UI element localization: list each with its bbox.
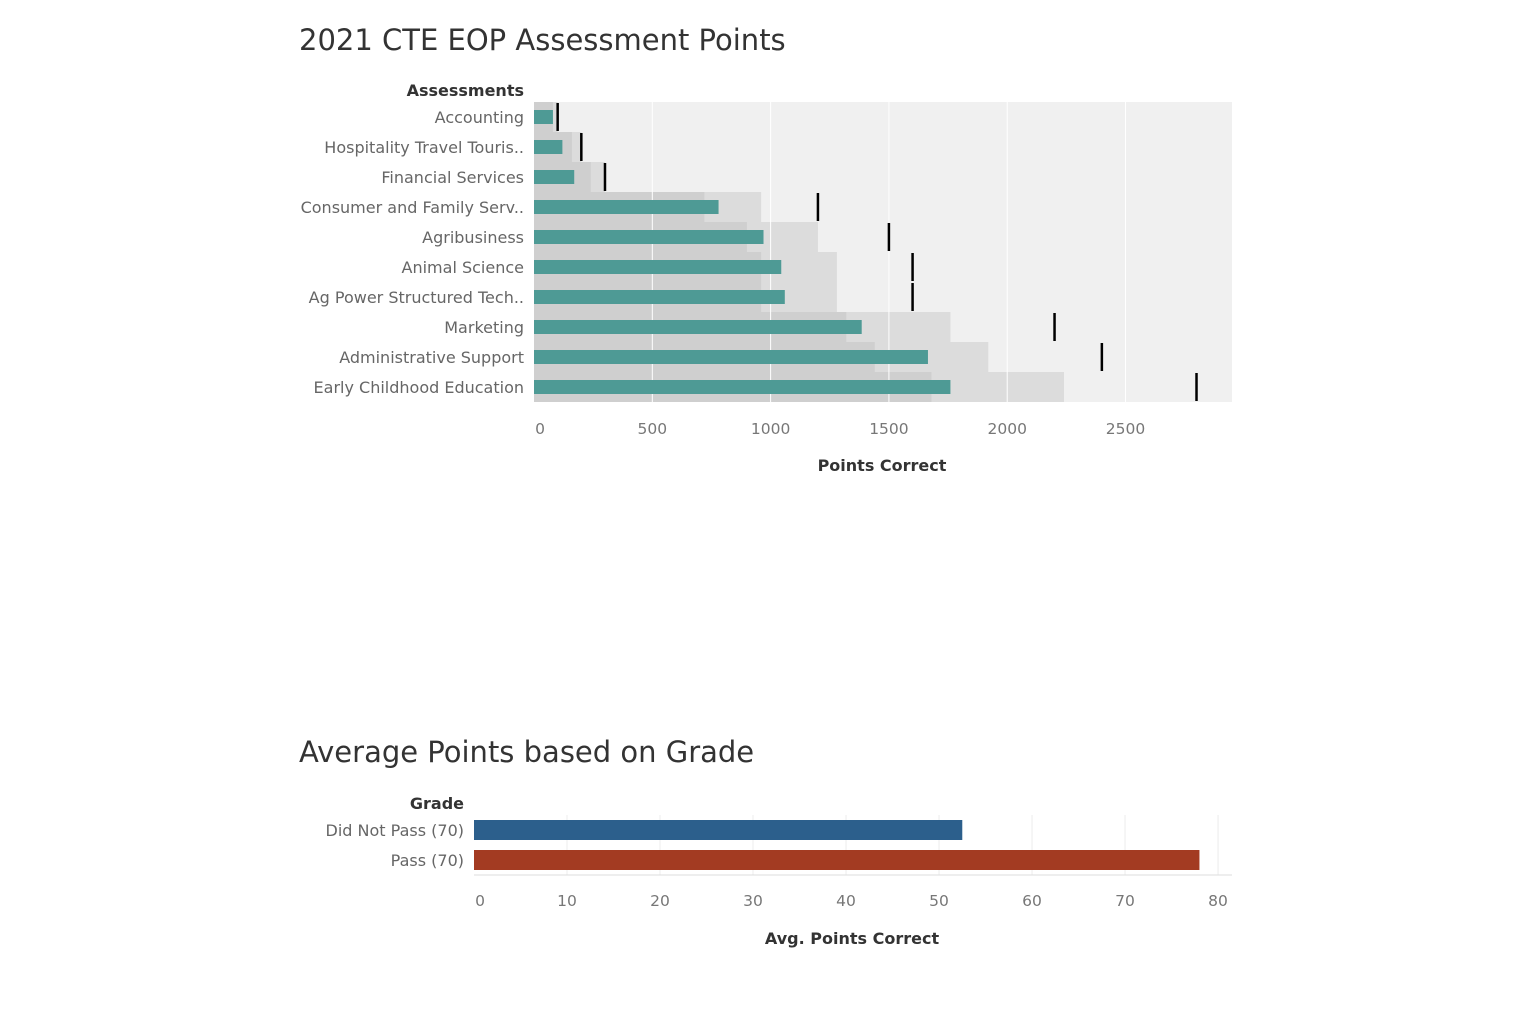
grade-header: Grade xyxy=(410,794,464,813)
grade-average-chart: Average Points based on Grade Grade Did … xyxy=(299,735,1232,948)
assessment-category-label: Early Childhood Education xyxy=(314,378,524,397)
avg-points-axis-tick-label: 80 xyxy=(1208,892,1228,910)
avg-points-axis-tick-label: 50 xyxy=(929,892,949,910)
avg-points-axis-tick-label: 30 xyxy=(743,892,763,910)
assessment-category-labels: Accounting Hospitality Travel Touris.. Fin… xyxy=(301,108,524,397)
assessment-bar[interactable] xyxy=(534,320,862,334)
assessment-category-label: Financial Services xyxy=(381,168,524,187)
assessment-bar[interactable] xyxy=(534,200,719,214)
grade-chart-title: Average Points based on Grade xyxy=(299,735,754,769)
assessment-bar[interactable] xyxy=(534,170,575,184)
assessment-category-label: Marketing xyxy=(444,318,524,337)
points-axis-tick-label: 0 xyxy=(535,420,545,438)
grade-category-label: Pass (70) xyxy=(391,851,464,870)
assessment-category-label: Accounting xyxy=(435,108,524,127)
points-axis-tick-label: 2500 xyxy=(1106,420,1145,438)
assessment-bars xyxy=(534,110,951,394)
assessment-bar[interactable] xyxy=(534,380,951,394)
points-axis-tick-label: 2000 xyxy=(987,420,1026,438)
points-axis-tick-label: 1000 xyxy=(751,420,790,438)
avg-points-axis-tick-label: 10 xyxy=(557,892,577,910)
avg-points-axis-tick-label: 20 xyxy=(650,892,670,910)
avg-points-axis-title: Avg. Points Correct xyxy=(765,929,940,948)
points-axis-ticks: 0 500 1000 1500 2000 2500 xyxy=(535,420,1145,438)
assessment-chart-title: 2021 CTE EOP Assessment Points xyxy=(299,23,786,57)
assessment-bar[interactable] xyxy=(534,350,928,364)
assessments-header: Assessments xyxy=(407,81,524,100)
assessment-category-label: Agribusiness xyxy=(422,228,524,247)
avg-points-axis-tick-label: 40 xyxy=(836,892,856,910)
points-axis-tick-label: 500 xyxy=(638,420,668,438)
grade-bar[interactable] xyxy=(474,820,963,840)
grade-category-label: Did Not Pass (70) xyxy=(326,821,464,840)
assessment-category-label: Ag Power Structured Tech.. xyxy=(309,288,524,307)
grade-bars xyxy=(474,820,1200,870)
assessment-category-label: Hospitality Travel Touris.. xyxy=(324,138,524,157)
assessment-bar[interactable] xyxy=(534,140,563,154)
assessment-points-chart: 2021 CTE EOP Assessment Points Assessmen… xyxy=(299,23,1232,475)
grade-category-labels: Did Not Pass (70) Pass (70) xyxy=(326,821,464,870)
avg-points-axis-tick-label: 60 xyxy=(1022,892,1042,910)
avg-points-axis-ticks: 0 10 20 30 40 50 60 70 80 xyxy=(475,892,1228,910)
points-correct-axis-title: Points Correct xyxy=(818,456,947,475)
grade-bar[interactable] xyxy=(474,850,1200,870)
avg-points-axis-tick-label: 0 xyxy=(475,892,485,910)
assessment-category-label: Animal Science xyxy=(402,258,524,277)
avg-points-axis-tick-label: 70 xyxy=(1115,892,1135,910)
assessment-bar[interactable] xyxy=(534,230,764,244)
assessment-bar[interactable] xyxy=(534,290,785,304)
assessment-category-label: Consumer and Family Serv.. xyxy=(301,198,524,217)
assessment-bar[interactable] xyxy=(534,110,553,124)
target-markers xyxy=(556,103,1198,401)
assessment-category-label: Administrative Support xyxy=(339,348,524,367)
assessment-bar[interactable] xyxy=(534,260,782,274)
points-axis-tick-label: 1500 xyxy=(869,420,908,438)
